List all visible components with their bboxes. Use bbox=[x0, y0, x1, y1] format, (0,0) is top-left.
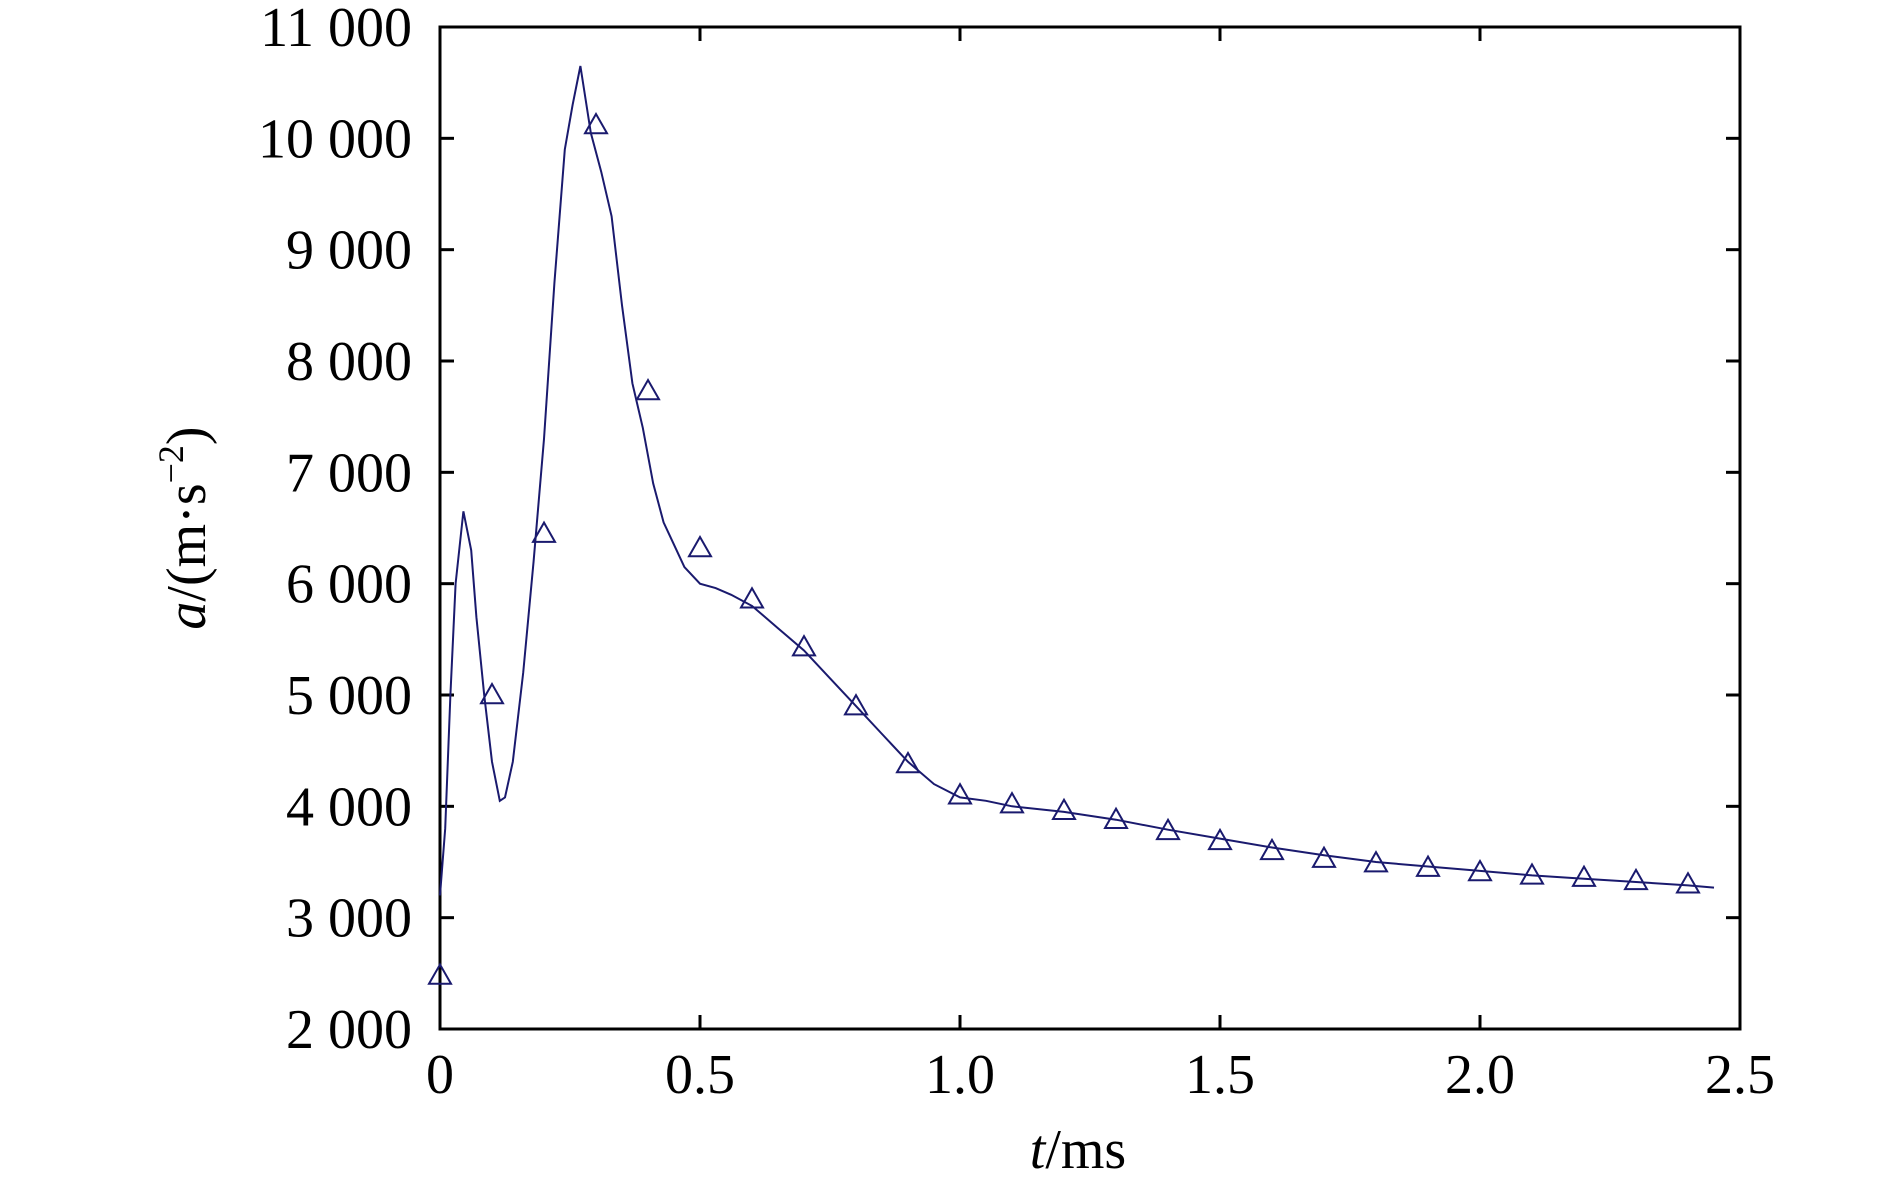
data-point-marker bbox=[999, 791, 1025, 814]
data-point-marker bbox=[1311, 845, 1337, 868]
data-point-marker bbox=[635, 378, 661, 401]
data-point-marker bbox=[479, 681, 505, 705]
data-point-marker bbox=[583, 111, 609, 135]
data-point-marker bbox=[1467, 859, 1493, 882]
y-tick-label: 5 000 bbox=[286, 665, 412, 727]
x-tick-label: 1.0 bbox=[925, 1044, 995, 1106]
plot-frame bbox=[438, 25, 1742, 1031]
y-tick-label: 7 000 bbox=[286, 442, 412, 504]
data-point-marker bbox=[1675, 871, 1701, 894]
x-axis-label: t/ms bbox=[1030, 1119, 1126, 1181]
y-tick-label: 11 000 bbox=[260, 0, 412, 59]
series-line bbox=[439, 65, 1715, 896]
y-tick-label: 10 000 bbox=[258, 108, 412, 170]
data-point-marker bbox=[427, 962, 453, 985]
data-point-marker bbox=[895, 751, 921, 774]
y-tick-label: 4 000 bbox=[286, 776, 412, 838]
y-tick-label: 8 000 bbox=[286, 331, 412, 393]
x-tick-label: 2.5 bbox=[1705, 1044, 1775, 1106]
data-point-marker bbox=[1103, 806, 1129, 829]
x-axis-ticks: 0 0.5 1.0 1.5 2.0 2.5 bbox=[426, 27, 1775, 1106]
y-axis-label: a/(m·s−2) bbox=[151, 426, 218, 629]
x-tick-label: 1.5 bbox=[1185, 1044, 1255, 1106]
series-markers bbox=[427, 111, 1701, 985]
y-axis-ticks: 2 000 3 000 4 000 5 000 6 000 7 000 8 000 9 000… bbox=[258, 0, 1740, 1061]
data-point-marker bbox=[843, 693, 869, 716]
data-point-marker bbox=[1207, 827, 1233, 851]
data-point-marker bbox=[687, 535, 713, 558]
data-point-marker bbox=[1155, 817, 1181, 841]
y-tick-label: 2 000 bbox=[286, 999, 412, 1061]
data-point-marker bbox=[1571, 864, 1597, 887]
data-point-marker bbox=[1623, 867, 1649, 891]
data-point-marker bbox=[531, 520, 557, 543]
data-point-marker bbox=[1415, 854, 1441, 877]
data-point-marker bbox=[1519, 862, 1545, 885]
data-point-marker bbox=[1051, 797, 1077, 821]
data-point-marker bbox=[947, 782, 973, 805]
y-tick-label: 3 000 bbox=[286, 888, 412, 950]
x-tick-label: 0.5 bbox=[665, 1044, 735, 1106]
data-point-marker bbox=[1259, 837, 1285, 861]
x-tick-label: 2.0 bbox=[1445, 1044, 1515, 1106]
y-tick-label: 6 000 bbox=[286, 554, 412, 616]
y-tick-label: 9 000 bbox=[286, 220, 412, 282]
data-point-marker bbox=[739, 586, 765, 609]
x-tick-label: 0 bbox=[426, 1044, 454, 1106]
data-point-marker bbox=[791, 634, 817, 657]
data-point-marker bbox=[1363, 850, 1389, 873]
